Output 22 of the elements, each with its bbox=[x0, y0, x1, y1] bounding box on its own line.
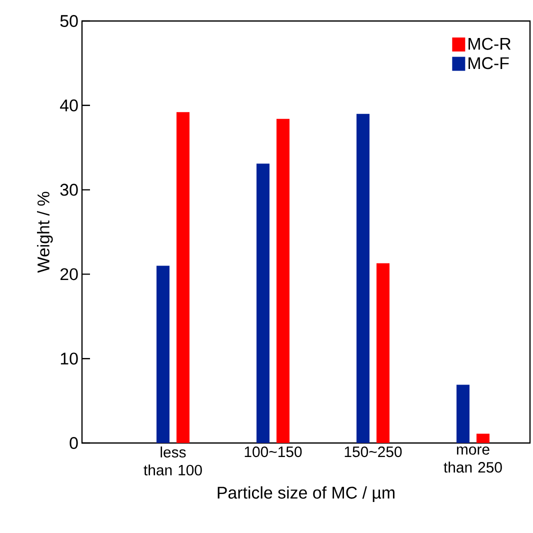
bar bbox=[256, 164, 270, 443]
legend-label: MC-R bbox=[468, 38, 511, 50]
x-tick-label: more than 250 bbox=[444, 446, 502, 473]
y-tick-label: 20 bbox=[60, 268, 78, 280]
legend-label: MC-F bbox=[468, 57, 509, 70]
y-tick-label: 40 bbox=[60, 99, 78, 112]
bar bbox=[456, 384, 470, 443]
y-tick-label: 10 bbox=[60, 352, 78, 365]
x-tick-label: less than 100 bbox=[144, 446, 202, 476]
y-tick-label: 50 bbox=[60, 15, 78, 27]
y-tick-label: 0 bbox=[70, 437, 78, 449]
bar bbox=[476, 434, 490, 443]
bar bbox=[276, 118, 290, 443]
y-axis-title: Weight / % bbox=[37, 192, 53, 273]
bar bbox=[356, 114, 370, 443]
x-axis-title: Particle size of MC / µm bbox=[218, 486, 394, 502]
bar bbox=[156, 266, 170, 443]
x-tick-label: 100~150 bbox=[244, 446, 302, 458]
x-tick-label: 150~250 bbox=[344, 446, 402, 458]
y-tick-label: 30 bbox=[60, 184, 78, 196]
bar bbox=[176, 112, 190, 443]
bar bbox=[376, 263, 390, 443]
